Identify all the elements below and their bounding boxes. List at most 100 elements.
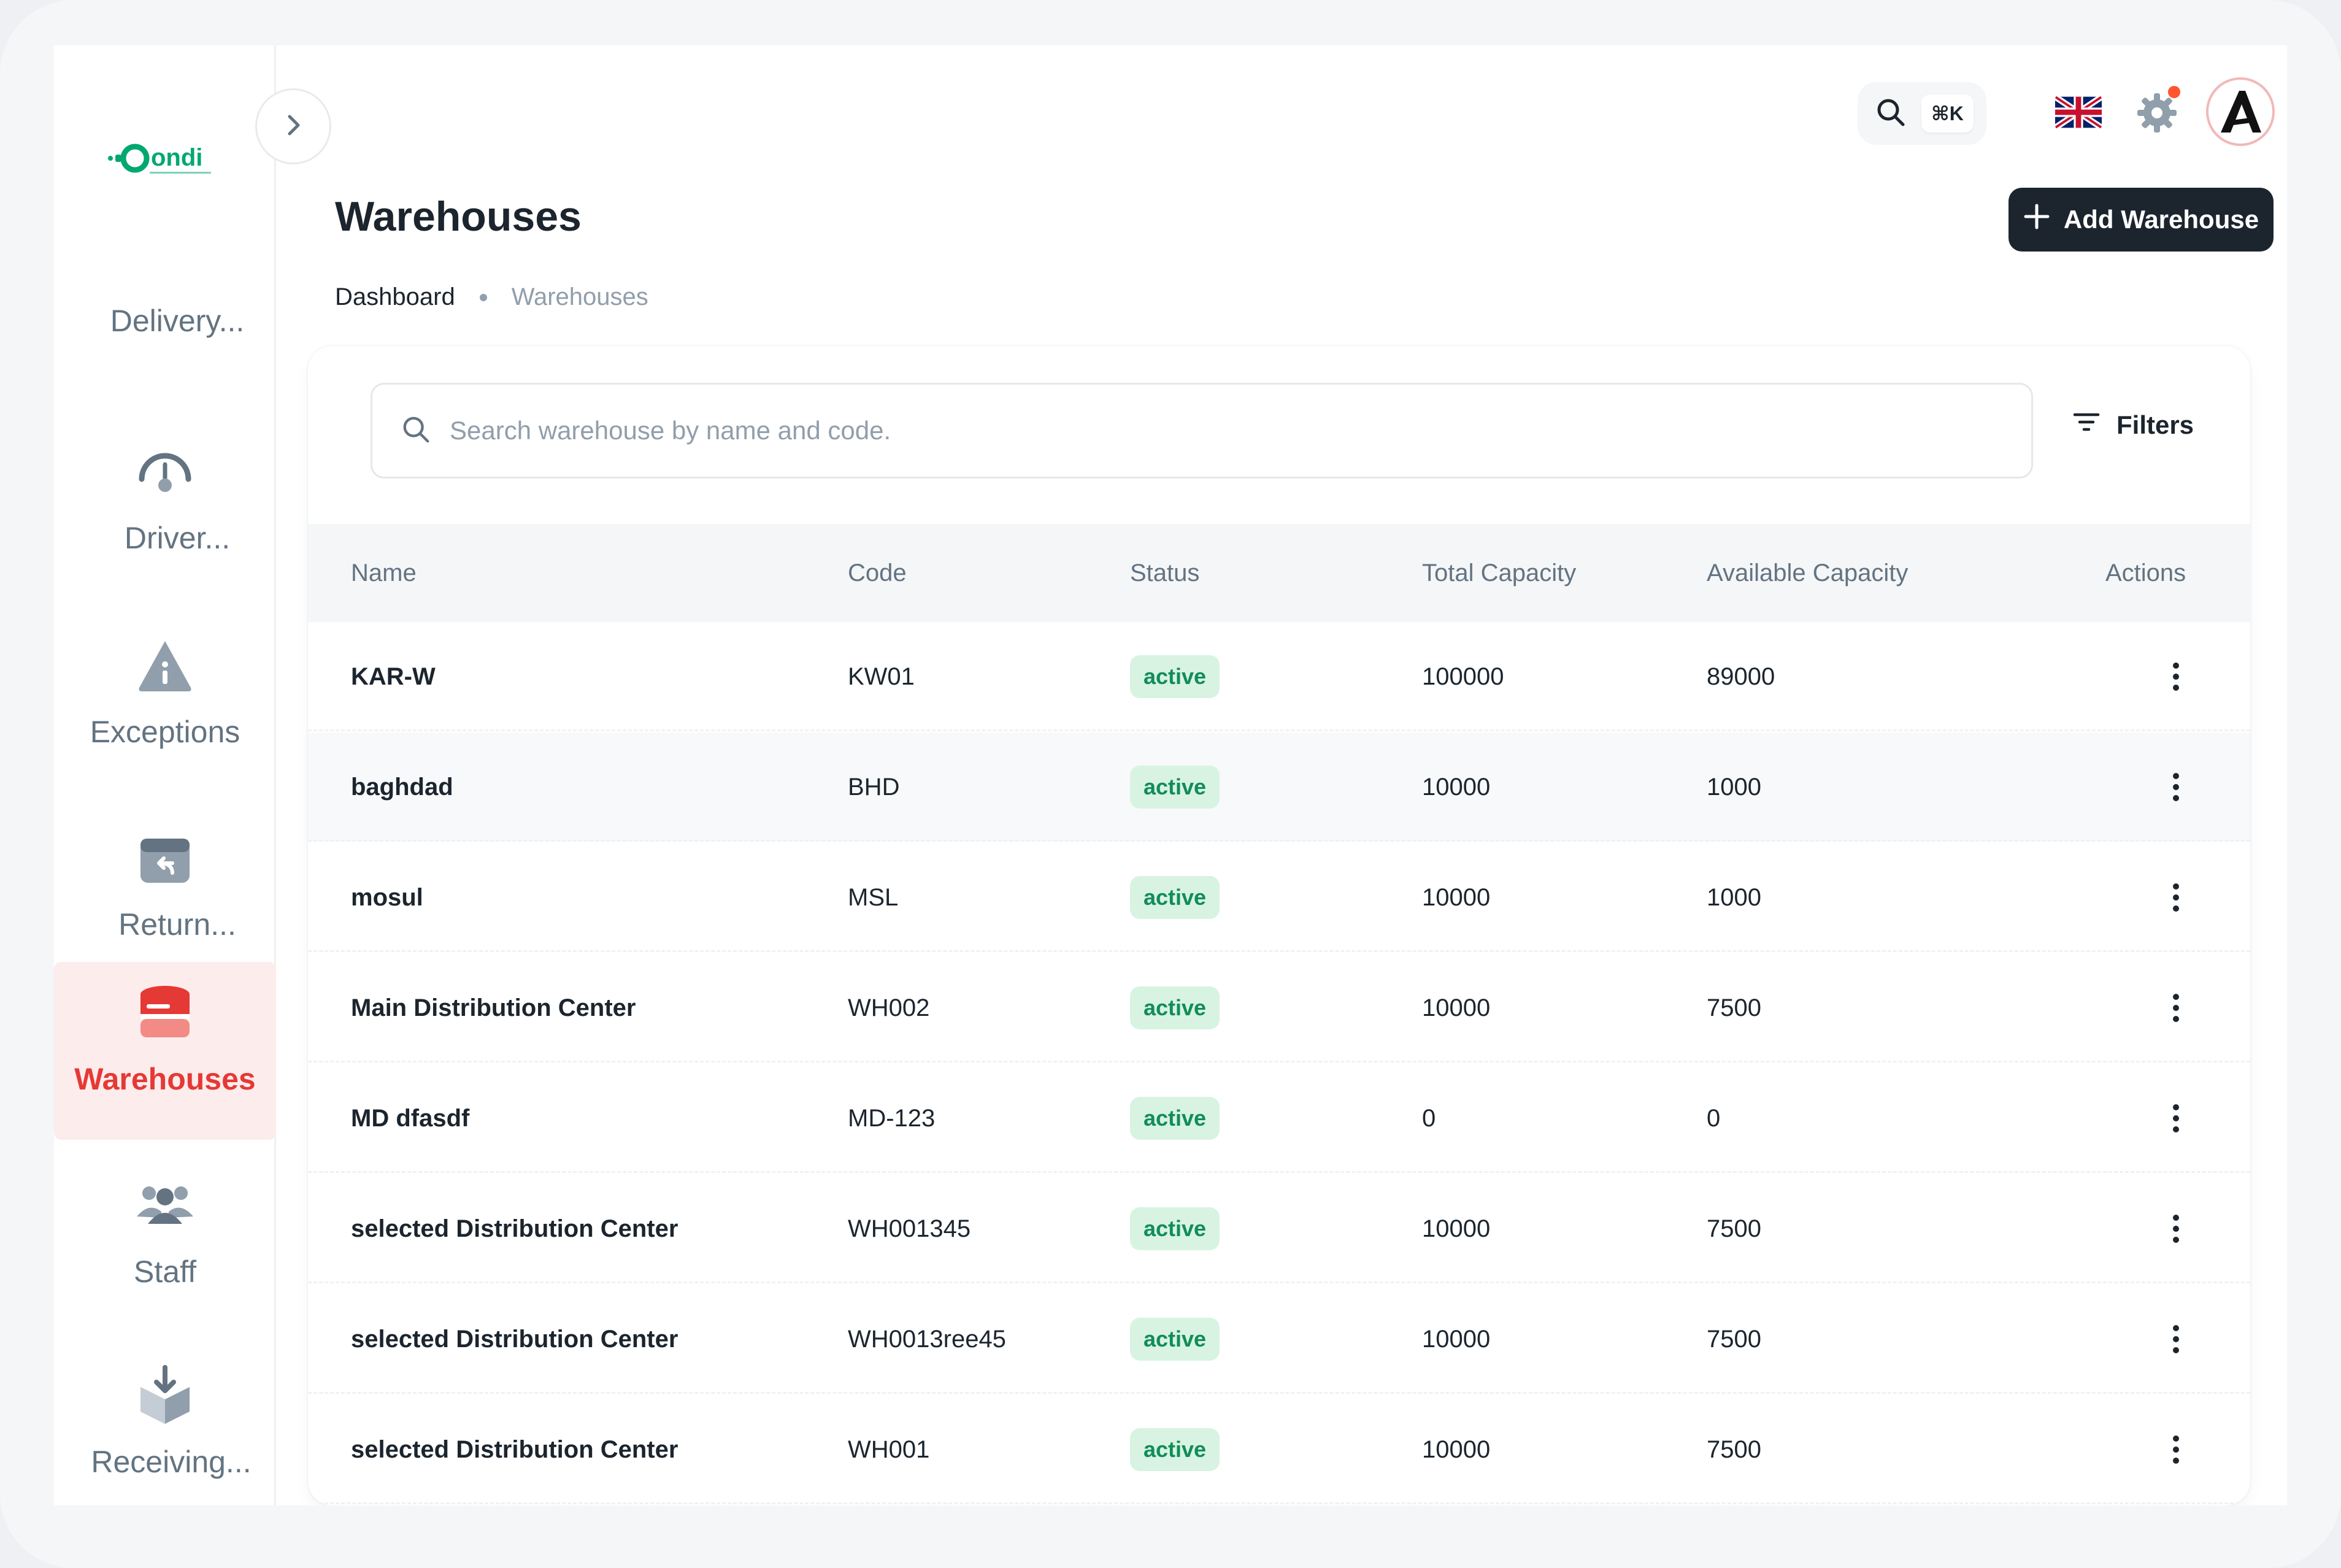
info-triangle-icon: [131, 632, 199, 699]
add-warehouse-label: Add Warehouse: [2063, 205, 2259, 234]
table-row[interactable]: selected Distribution Center WH001 active 1…: [308, 1395, 2250, 1504]
main-content: ⌘K: [276, 45, 2287, 1505]
sidebar-item-receiving[interactable]: Receiving...: [54, 1362, 276, 1480]
return-box-icon: [131, 824, 199, 892]
sidebar-item-label: Staff: [134, 1255, 196, 1289]
cell-code: WH001: [848, 1435, 930, 1463]
cell-total-capacity: 10000: [1422, 1215, 1491, 1242]
sidebar-item-delivery[interactable]: Delivery...: [54, 303, 276, 339]
table-row[interactable]: MD dfasdf MD-123 active 0 0: [308, 1064, 2250, 1173]
cell-status: active: [1130, 1395, 1220, 1504]
row-actions-button[interactable]: [2173, 1064, 2179, 1173]
sidebar-item-label: Driver...: [124, 521, 231, 555]
status-badge: active: [1130, 1318, 1220, 1361]
cell-available-capacity: 7500: [1707, 1325, 1761, 1353]
column-header-status[interactable]: Status: [1130, 559, 1200, 586]
uk-flag-icon[interactable]: [2055, 94, 2102, 130]
row-actions-button[interactable]: [2173, 953, 2179, 1063]
breadcrumb: Dashboard Warehouses: [335, 283, 648, 311]
cell-available-capacity: 89000: [1707, 663, 1775, 690]
column-header-actions: Actions: [2105, 559, 2186, 586]
table-row[interactable]: mosul MSL active 10000 1000: [308, 843, 2250, 952]
row-actions-button[interactable]: [2173, 843, 2179, 952]
row-actions-button[interactable]: [2173, 1174, 2179, 1283]
row-actions-button[interactable]: [2173, 732, 2179, 842]
sidebar-item-label: Return...: [118, 907, 236, 942]
cell-code: MSL: [848, 883, 899, 911]
cell-name: selected Distribution Center: [351, 1325, 678, 1353]
search-icon: [401, 414, 431, 448]
table-row[interactable]: KAR-W KW01 active 100000 89000: [308, 622, 2250, 731]
cell-code: WH002: [848, 994, 930, 1021]
column-header-available-capacity[interactable]: Available Capacity: [1707, 559, 1909, 586]
cell-code: WH001345: [848, 1215, 971, 1242]
row-actions-button[interactable]: [2173, 1395, 2179, 1504]
cell-total-capacity: 10000: [1422, 994, 1491, 1021]
warehouse-search-field[interactable]: [371, 383, 2033, 478]
breadcrumb-dashboard[interactable]: Dashboard: [335, 283, 455, 310]
search-input[interactable]: [450, 416, 1922, 445]
sidebar-toggle-button[interactable]: [255, 88, 331, 164]
table-row[interactable]: Main Distribution Center WH002 active 10000…: [308, 953, 2250, 1063]
sidebar-item-driver[interactable]: Driver...: [54, 438, 276, 556]
sidebar-item-exceptions[interactable]: Exceptions: [54, 632, 276, 750]
column-header-total-capacity[interactable]: Total Capacity: [1422, 559, 1577, 586]
status-badge: active: [1130, 655, 1220, 698]
chevron-right-icon: [281, 113, 306, 140]
cell-total-capacity: 10000: [1422, 1435, 1491, 1463]
table-row[interactable]: selected Distribution Center WH0013ree45 a…: [308, 1285, 2250, 1394]
cell-name: KAR-W: [351, 663, 436, 690]
receive-box-icon: [131, 1362, 199, 1429]
cell-status: active: [1130, 1174, 1220, 1283]
settings-gear-icon[interactable]: [2135, 91, 2179, 135]
cell-available-capacity: 0: [1707, 1104, 1721, 1132]
plus-icon: [2023, 203, 2050, 236]
status-badge: active: [1130, 1097, 1220, 1140]
column-header-code[interactable]: Code: [848, 559, 907, 586]
cell-code: WH0013ree45: [848, 1325, 1006, 1353]
breadcrumb-current: Warehouses: [511, 283, 648, 310]
cell-total-capacity: 10000: [1422, 1325, 1491, 1353]
cell-code: MD-123: [848, 1104, 936, 1132]
sidebar-item-return[interactable]: Return...: [54, 824, 276, 942]
sidebar: ondi Delivery... Driver...: [54, 45, 276, 1505]
filter-icon: [2072, 410, 2101, 440]
page-title: Warehouses: [335, 193, 582, 240]
cell-available-capacity: 7500: [1707, 994, 1761, 1021]
status-badge: active: [1130, 1207, 1220, 1250]
cell-available-capacity: 7500: [1707, 1215, 1761, 1242]
ondi-logo[interactable]: ondi: [107, 137, 217, 180]
app-window: ondi Delivery... Driver...: [54, 45, 2287, 1505]
sidebar-item-warehouses[interactable]: Warehouses: [54, 962, 276, 1140]
row-actions-button[interactable]: [2173, 1285, 2179, 1394]
column-header-name[interactable]: Name: [351, 559, 417, 586]
filters-label: Filters: [2116, 410, 2194, 439]
sidebar-item-label: Exceptions: [90, 715, 240, 749]
cell-total-capacity: 100000: [1422, 663, 1504, 690]
sidebar-item-staff[interactable]: Staff: [54, 1172, 276, 1289]
cell-name: selected Distribution Center: [351, 1215, 678, 1242]
notification-dot: [2168, 86, 2180, 98]
cell-code: BHD: [848, 773, 900, 801]
add-warehouse-button[interactable]: Add Warehouse: [2008, 188, 2274, 252]
status-badge: active: [1130, 1428, 1220, 1471]
table-row[interactable]: selected Distribution Center WH001345 acti…: [308, 1174, 2250, 1283]
cell-status: active: [1130, 622, 1220, 731]
cell-code: KW01: [848, 663, 915, 690]
status-badge: active: [1130, 876, 1220, 919]
table-row[interactable]: baghdad BHD active 10000 1000: [308, 732, 2250, 842]
user-avatar[interactable]: [2206, 77, 2275, 146]
cell-total-capacity: 10000: [1422, 773, 1491, 801]
table-header: Name Code Status Total Capacity Availabl…: [308, 524, 2250, 622]
more-vertical-icon: [2173, 773, 2179, 801]
filters-button[interactable]: Filters: [2072, 410, 2194, 440]
row-actions-button[interactable]: [2173, 622, 2179, 731]
logo-text: ondi: [151, 144, 202, 171]
cell-total-capacity: 0: [1422, 1104, 1436, 1132]
more-vertical-icon: [2173, 1325, 2179, 1353]
global-search-button[interactable]: ⌘K: [1858, 82, 1986, 145]
cell-available-capacity: 7500: [1707, 1435, 1761, 1463]
status-badge: active: [1130, 986, 1220, 1029]
more-vertical-icon: [2173, 1215, 2179, 1243]
sidebar-item-label: Delivery...: [110, 304, 245, 338]
